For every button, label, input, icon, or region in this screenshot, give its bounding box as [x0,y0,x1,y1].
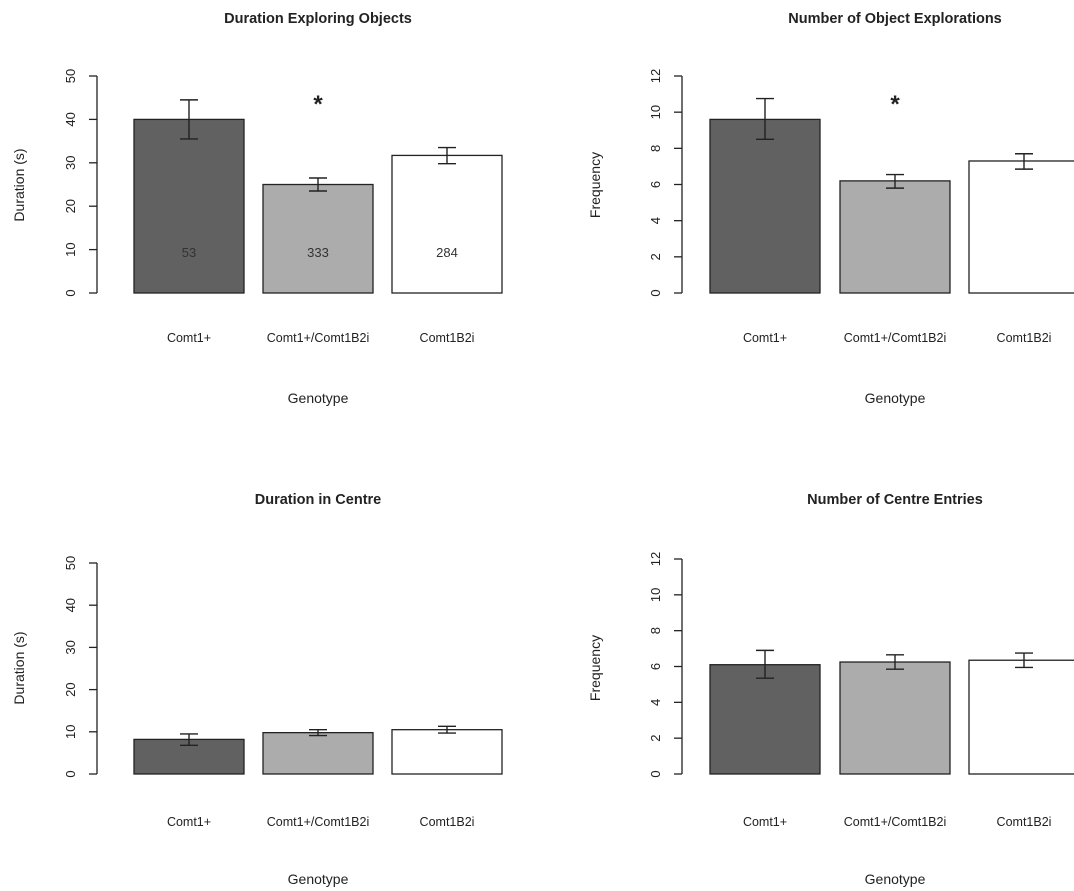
y-tick-label: 0 [648,770,663,777]
x-axis-label: Genotype [288,871,349,887]
y-tick-label: 2 [648,253,663,260]
bar-1 [709,118,821,294]
bar-1 [133,118,245,294]
chart-panel-1: Duration Exploring Objects 0 10 20 30 40 50 Dur… [11,11,503,406]
y-tick-label: 6 [648,663,663,670]
y-tick-label: 12 [648,69,663,83]
y-tick-label: 10 [648,588,663,602]
chart-title: Number of Centre Entries [807,492,983,508]
chart-panel-3: Duration in Centre 0 10 20 30 40 50 Duration (s… [11,492,503,887]
x-axis-label: Genotype [865,871,926,887]
y-axis-label: Frequency [587,152,603,218]
category-label: Comt1+/Comt1B2i [267,331,369,345]
x-axis-label: Genotype [865,390,926,406]
bar-2 [262,183,374,294]
bar-3 [391,729,503,775]
significance-marker: * [890,91,900,118]
x-axis-label: Genotype [288,390,349,406]
chart-panel-4: Number of Centre Entries 0 2 4 6 8 10 12 Frequen… [587,492,1074,887]
y-tick-label: 12 [648,552,663,566]
bar-3 [968,160,1074,294]
y-tick-label: 10 [63,725,78,739]
bar-1 [709,664,821,775]
category-label: Comt1B2i [420,815,475,829]
y-tick-label: 30 [63,640,78,654]
category-label: Comt1+/Comt1B2i [267,815,369,829]
y-tick-label: 0 [648,289,663,296]
bar-3 [391,154,503,294]
y-axis-label: Frequency [587,635,603,701]
bar-count-label: 284 [436,245,458,260]
category-label: Comt1B2i [997,331,1052,345]
y-tick-label: 20 [63,199,78,213]
y-tick-label: 8 [648,627,663,634]
category-label: Comt1+ [167,331,211,345]
category-label: Comt1+/Comt1B2i [844,815,946,829]
category-label: Comt1+ [743,331,787,345]
y-tick-label: 4 [648,217,663,224]
y-axis-label: Duration (s) [11,631,27,704]
y-tick-label: 0 [63,770,78,777]
y-tick-label: 50 [63,69,78,83]
category-label: Comt1+/Comt1B2i [844,331,946,345]
bar-count-label: 333 [307,245,329,260]
y-tick-label: 40 [63,112,78,126]
bar-count-label: 53 [182,245,196,260]
y-tick-label: 0 [63,289,78,296]
y-axis-label: Duration (s) [11,148,27,221]
chart-title: Duration Exploring Objects [224,11,412,27]
bar-3 [968,659,1074,775]
y-tick-label: 30 [63,156,78,170]
chart-title: Duration in Centre [255,492,381,508]
y-tick-label: 20 [63,682,78,696]
chart-panel-2: Number of Object Explorations 0 2 4 6 8 10 12 Fr… [587,11,1074,406]
category-label: Comt1B2i [997,815,1052,829]
y-tick-label: 6 [648,181,663,188]
bar-2 [839,661,951,775]
y-tick-label: 4 [648,699,663,706]
bar-2 [262,731,374,775]
significance-marker: * [313,91,323,118]
category-label: Comt1+ [743,815,787,829]
y-tick-label: 50 [63,556,78,570]
category-label: Comt1+ [167,815,211,829]
y-tick-label: 40 [63,598,78,612]
bar-2 [839,180,951,294]
y-tick-label: 8 [648,145,663,152]
chart-title: Number of Object Explorations [788,11,1002,27]
category-label: Comt1B2i [420,331,475,345]
y-tick-label: 2 [648,735,663,742]
y-tick-label: 10 [648,105,663,119]
y-tick-label: 10 [63,242,78,256]
